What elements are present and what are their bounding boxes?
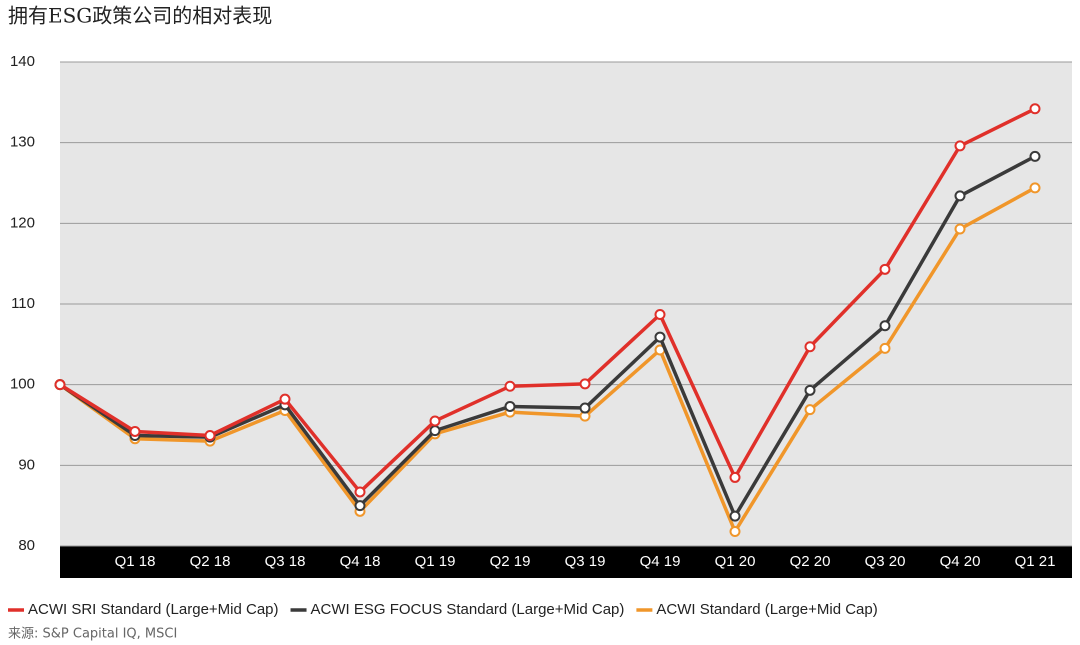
x-tick-label: Q3 20: [865, 553, 906, 570]
data-point: [204, 429, 216, 441]
chart-title: 拥有ESG政策公司的相对表现: [8, 4, 272, 28]
data-point: [654, 331, 666, 343]
x-tick-label: Q1 21: [1015, 553, 1056, 570]
data-point: [804, 341, 816, 353]
data-point: [354, 486, 366, 498]
data-point: [1029, 150, 1041, 162]
data-point: [504, 400, 516, 412]
data-point: [804, 404, 816, 416]
data-point: [729, 525, 741, 537]
data-point: [129, 425, 141, 437]
x-tick-label: Q3 19: [565, 553, 606, 570]
legend-label: ACWI SRI Standard (Large+Mid Cap): [28, 601, 279, 618]
y-tick-label: 110: [11, 295, 35, 312]
x-tick-label: Q2 20: [790, 553, 831, 570]
data-point: [579, 378, 591, 390]
y-tick-label: 100: [10, 376, 35, 393]
data-point: [54, 379, 66, 391]
x-tick-label: Q4 20: [940, 553, 981, 570]
legend-label: ACWI ESG FOCUS Standard (Large+Mid Cap): [311, 601, 625, 618]
data-point: [504, 380, 516, 392]
series-line: [59, 107, 1036, 494]
y-tick-label: 120: [10, 214, 35, 231]
data-point: [429, 425, 441, 437]
x-tick-label: Q3 18: [265, 553, 306, 570]
x-axis-band: [60, 546, 1072, 578]
data-point: [654, 308, 666, 320]
data-point: [729, 471, 741, 483]
data-point: [579, 402, 591, 414]
data-point: [804, 384, 816, 396]
data-point: [1029, 182, 1041, 194]
data-point: [954, 190, 966, 202]
y-tick-label: 90: [18, 456, 35, 473]
data-point: [954, 140, 966, 152]
series-line: [59, 154, 1036, 518]
x-tick-label: Q1 18: [115, 553, 156, 570]
y-tick-label: 80: [18, 537, 35, 554]
data-point: [954, 223, 966, 235]
x-tick-label: Q4 18: [340, 553, 381, 570]
data-point: [354, 500, 366, 512]
x-tick-label: Q1 19: [415, 553, 456, 570]
x-tick-label: Q4 19: [640, 553, 681, 570]
data-point: [879, 263, 891, 275]
data-point: [879, 342, 891, 354]
x-tick-label: Q2 18: [190, 553, 231, 570]
data-point: [879, 320, 891, 332]
x-tick-label: Q1 20: [715, 553, 756, 570]
x-tick-label: Q2 19: [490, 553, 531, 570]
data-point: [729, 510, 741, 522]
data-point: [1029, 103, 1041, 115]
data-point: [429, 415, 441, 427]
series-line: [58, 186, 1036, 534]
legend-label: ACWI Standard (Large+Mid Cap): [656, 601, 877, 618]
y-tick-label: 140: [10, 53, 35, 70]
source: 来源: S&P Capital IQ, MSCI: [8, 627, 177, 642]
data-point: [279, 393, 291, 405]
y-tick-label: 130: [10, 134, 35, 151]
